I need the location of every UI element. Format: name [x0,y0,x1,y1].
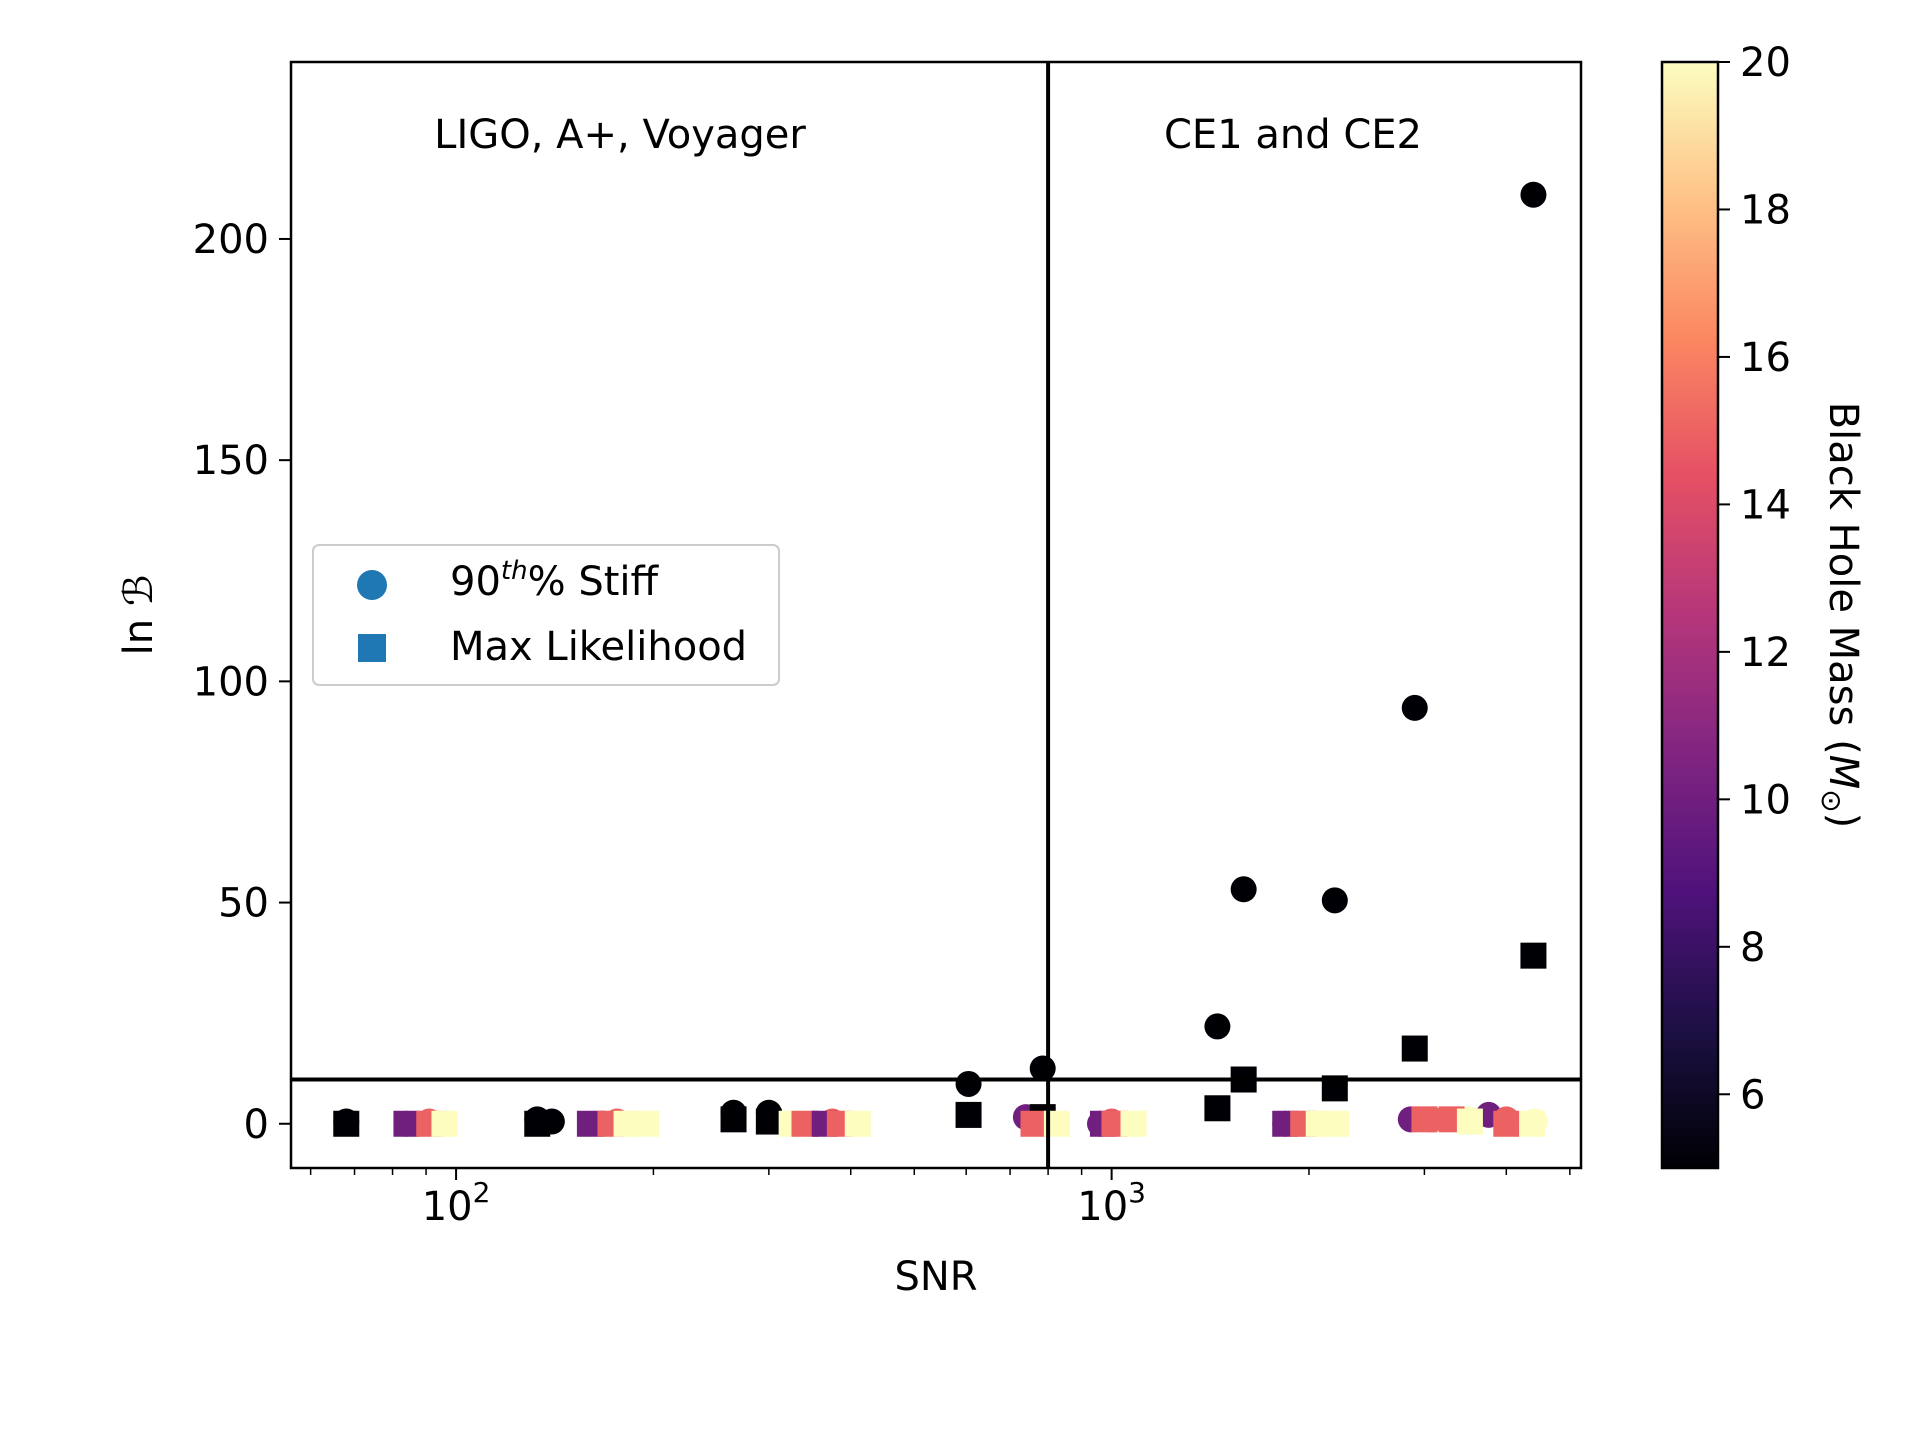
y-tick-label: 0 [244,1102,269,1148]
colorbar-tick-label: 20 [1740,40,1791,86]
colorbar-gradient [1660,60,1720,1170]
colorbar: 6 8 10 12 14 16 18 20 Black Hole Mass (M⊙) [1660,40,1866,1170]
point-max-likelihood [1520,942,1547,969]
point-max-likelihood [431,1110,458,1137]
legend-box [312,544,780,686]
point-max-likelihood [1401,1035,1428,1062]
point-max-likelihood [1120,1110,1147,1137]
plot-frame [289,60,1583,1170]
point-max-likelihood [955,1101,982,1128]
point-stiff [1401,694,1428,721]
point-max-likelihood [633,1110,660,1137]
colorbar-label: Black Hole Mass (M⊙) [1815,402,1866,829]
colorbar-tick-label: 10 [1740,777,1791,823]
legend-marker-square [358,634,386,662]
colorbar-tick-label: 18 [1740,187,1791,233]
point-max-likelihood [1020,1110,1047,1137]
data-markers [333,181,1649,1137]
point-max-likelihood [524,1110,551,1137]
point-stiff [1520,181,1547,208]
colorbar-tick-label: 12 [1740,630,1791,676]
point-stiff [1230,876,1257,903]
point-stiff [1618,1106,1644,1132]
point-max-likelihood [1623,1111,1649,1137]
region-label-left: LIGO, A+, Voyager [434,112,806,158]
point-max-likelihood [755,1108,782,1135]
point-max-likelihood [1411,1106,1438,1133]
point-max-likelihood [1204,1095,1231,1122]
point-stiff [1602,1104,1628,1130]
x-axis: 102 103 [309,1168,1571,1230]
x-axis-label: SNR [894,1254,977,1300]
legend: 90th% Stiff Max Likelihood [312,544,780,686]
legend-label-stiff: 90th% Stiff [450,556,660,605]
point-max-likelihood [844,1110,871,1137]
y-tick-label: 200 [193,217,269,263]
region-label-right: CE1 and CE2 [1164,112,1422,158]
colorbar-tick-label: 14 [1740,482,1791,528]
x-tick-label: 102 [422,1176,491,1230]
legend-marker-circle [357,570,387,600]
point-max-likelihood [720,1106,747,1133]
colorbar-tick-label: 8 [1740,925,1765,971]
y-axis-label: ln ℬ [116,575,162,656]
colorbar-tick-label: 6 [1740,1072,1765,1118]
legend-label-max-likelihood: Max Likelihood [450,624,747,670]
point-stiff [1584,1097,1610,1123]
y-tick-label: 50 [218,881,269,927]
point-stiff [1204,1013,1231,1040]
reference-lines [291,62,1581,1168]
y-tick-label: 150 [193,438,269,484]
point-max-likelihood [393,1110,420,1137]
y-axis: 0 50 100 150 200 [193,217,291,1148]
point-stiff [955,1070,982,1097]
y-tick-label: 100 [193,659,269,705]
colorbar-ticks: 6 8 10 12 14 16 18 20 [1718,40,1791,1118]
point-max-likelihood [333,1110,360,1137]
point-stiff [1321,887,1348,914]
colorbar-tick-label: 16 [1740,335,1791,381]
point-max-likelihood [1519,1110,1546,1137]
point-max-likelihood [1602,1106,1628,1132]
x-tick-label: 103 [1077,1176,1146,1230]
point-max-likelihood [1323,1110,1350,1137]
point-max-likelihood [1493,1110,1520,1137]
point-max-likelihood [1456,1108,1483,1135]
